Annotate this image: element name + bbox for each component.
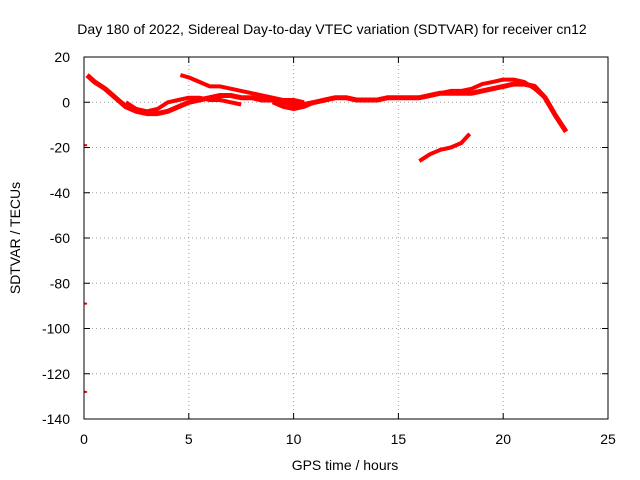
x-axis-label: GPS time / hours — [292, 457, 399, 473]
y-tick-label: -20 — [50, 140, 70, 156]
x-tick-label: 15 — [391, 431, 407, 447]
y-tick-label: -60 — [50, 230, 70, 246]
y-axis-label: SDTVAR / TECUs — [7, 182, 23, 294]
grid-lines — [84, 57, 608, 419]
series-middle-branch — [124, 95, 242, 114]
y-tick-label: -80 — [50, 275, 70, 291]
x-tick-label: 25 — [600, 431, 616, 447]
y-tick-label: 20 — [54, 49, 70, 65]
y-tick-label: 0 — [62, 94, 70, 110]
series-main-track — [85, 73, 569, 134]
y-tick-label: -40 — [50, 185, 70, 201]
x-tick-label: 10 — [286, 431, 302, 447]
x-tick-label: 5 — [185, 431, 193, 447]
series-late-loop — [429, 77, 547, 100]
x-tick-label: 0 — [80, 431, 88, 447]
y-tick-label: -100 — [42, 321, 70, 337]
series-upper-branch — [179, 73, 305, 105]
chart-title: Day 180 of 2022, Sidereal Day-to-day VTE… — [77, 21, 587, 37]
x-tick-label: 20 — [495, 431, 511, 447]
plot-area — [84, 73, 569, 393]
series-dip-trace — [271, 100, 316, 111]
series-low-arc — [418, 132, 472, 163]
tick-marks: 20 0 -20 -40 -60 -80 -100 -120 -140 0 5 10 15 20 25 — [42, 49, 616, 447]
y-tick-label: -140 — [42, 411, 70, 427]
y-tick-label: -120 — [42, 366, 70, 382]
